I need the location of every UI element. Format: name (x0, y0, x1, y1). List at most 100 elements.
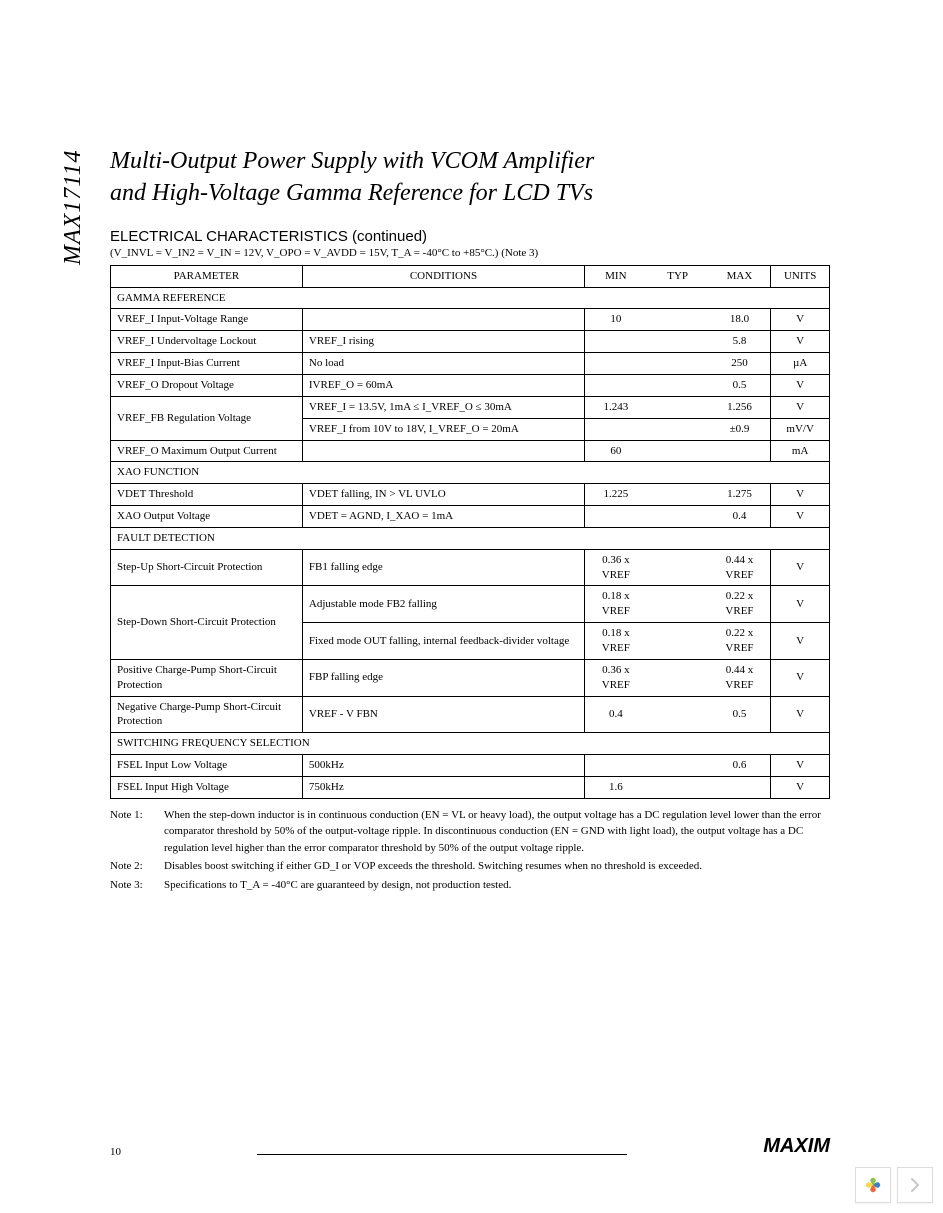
cell-min: 0.36 x VREF (585, 549, 647, 586)
note-text: When the step-down inductor is in contin… (164, 807, 830, 857)
cell-param: VREF_I Input-Bias Current (111, 353, 303, 375)
page-number: 10 (110, 1146, 121, 1158)
cell-param: VREF_O Maximum Output Current (111, 440, 303, 462)
table-row: VREF_FB Regulation Voltage VREF_I = 13.5… (111, 396, 830, 418)
col-min: MIN (585, 265, 647, 287)
cell-max: 0.44 x VREF (709, 549, 771, 586)
cell-cond: VREF - V FBN (302, 696, 584, 733)
cell-max: 1.275 (709, 484, 771, 506)
cell-typ (647, 331, 709, 353)
cell-min (585, 353, 647, 375)
cell-cond (302, 309, 584, 331)
note-3: Note 3: Specifications to T_A = -40°C ar… (110, 877, 830, 894)
cell-unit: V (771, 506, 830, 528)
table-row: FSEL Input Low Voltage 500kHz 0.6 V (111, 755, 830, 777)
cell-max: 0.22 x VREF (709, 586, 771, 623)
cell-cond: FBP falling edge (302, 659, 584, 696)
cell-typ (647, 549, 709, 586)
cell-typ (647, 659, 709, 696)
cell-cond: IVREF_O = 60mA (302, 375, 584, 397)
table-row: VREF_I Undervoltage Lockout VREF_I risin… (111, 331, 830, 353)
cell-unit: V (771, 331, 830, 353)
cell-typ (647, 484, 709, 506)
cell-typ (647, 440, 709, 462)
note-label: Note 3: (110, 877, 164, 894)
cell-min (585, 418, 647, 440)
cell-typ (647, 375, 709, 397)
pinwheel-button[interactable] (855, 1167, 891, 1203)
cell-param: VREF_I Input-Voltage Range (111, 309, 303, 331)
cell-min: 1.6 (585, 776, 647, 798)
title-line-1: Multi-Output Power Supply with VCOM Ampl… (110, 148, 594, 174)
cell-min: 10 (585, 309, 647, 331)
part-number-sidebar: MAX17114 (60, 149, 87, 265)
cell-unit: V (771, 755, 830, 777)
cell-param: VREF_FB Regulation Voltage (111, 396, 303, 440)
conditions-line: (V_INVL = V_IN2 = V_IN = 12V, V_OPO = V_… (110, 247, 830, 259)
cell-unit: V (771, 696, 830, 733)
page-footer: 10 MAXIM (110, 1135, 830, 1158)
cell-cond: 500kHz (302, 755, 584, 777)
next-page-button[interactable] (897, 1167, 933, 1203)
cell-typ (647, 586, 709, 623)
footer-rule (257, 1154, 627, 1155)
table-row: VREF_O Dropout Voltage IVREF_O = 60mA 0.… (111, 375, 830, 397)
note-label: Note 1: (110, 807, 164, 857)
section-xao: XAO FUNCTION (111, 462, 830, 484)
cell-min (585, 375, 647, 397)
cell-cond: No load (302, 353, 584, 375)
cell-typ (647, 776, 709, 798)
cell-min: 0.4 (585, 696, 647, 733)
cell-typ (647, 396, 709, 418)
cell-unit: V (771, 623, 830, 660)
cell-min: 0.36 x VREF (585, 659, 647, 696)
cell-typ (647, 353, 709, 375)
cell-typ (647, 623, 709, 660)
cell-unit: V (771, 776, 830, 798)
cell-cond: Fixed mode OUT falling, internal feedbac… (302, 623, 584, 660)
cell-param: Negative Charge-Pump Short-Circuit Prote… (111, 696, 303, 733)
pinwheel-icon (862, 1174, 884, 1196)
cell-unit: V (771, 549, 830, 586)
table-row: Step-Down Short-Circuit Protection Adjus… (111, 586, 830, 623)
cell-param: Step-Up Short-Circuit Protection (111, 549, 303, 586)
section-header: ELECTRICAL CHARACTERISTICS (continued) (110, 228, 830, 245)
cell-unit: V (771, 586, 830, 623)
col-conditions: CONDITIONS (302, 265, 584, 287)
chevron-right-icon (910, 1178, 920, 1192)
note-label: Note 2: (110, 858, 164, 875)
cell-min: 0.18 x VREF (585, 586, 647, 623)
cell-unit: µA (771, 353, 830, 375)
cell-param: FSEL Input High Voltage (111, 776, 303, 798)
cell-min: 1.243 (585, 396, 647, 418)
section-title: ELECTRICAL CHARACTERISTICS (110, 228, 348, 245)
col-typ: TYP (647, 265, 709, 287)
cell-max: ±0.9 (709, 418, 771, 440)
cell-cond: VDET falling, IN > VL UVLO (302, 484, 584, 506)
table-row: VREF_O Maximum Output Current 60 mA (111, 440, 830, 462)
table-row: VREF_I Input-Voltage Range 10 18.0 V (111, 309, 830, 331)
cell-cond: FB1 falling edge (302, 549, 584, 586)
table-row: VDET Threshold VDET falling, IN > VL UVL… (111, 484, 830, 506)
cell-max: 1.256 (709, 396, 771, 418)
table-row: VREF_I Input-Bias Current No load 250 µA (111, 353, 830, 375)
cell-cond: VREF_I rising (302, 331, 584, 353)
col-parameter: PARAMETER (111, 265, 303, 287)
note-2: Note 2: Disables boost switching if eith… (110, 858, 830, 875)
note-1: Note 1: When the step-down inductor is i… (110, 807, 830, 857)
cell-min: 60 (585, 440, 647, 462)
col-max: MAX (709, 265, 771, 287)
table-header-row: PARAMETER CONDITIONS MIN TYP MAX UNITS (111, 265, 830, 287)
cell-typ (647, 309, 709, 331)
document-title: Multi-Output Power Supply with VCOM Ampl… (110, 145, 830, 210)
cell-max: 0.44 x VREF (709, 659, 771, 696)
cell-max: 0.4 (709, 506, 771, 528)
cell-max (709, 776, 771, 798)
cell-typ (647, 755, 709, 777)
cell-min (585, 755, 647, 777)
maxim-logo: MAXIM (763, 1135, 830, 1158)
cell-param: VDET Threshold (111, 484, 303, 506)
cell-unit: mA (771, 440, 830, 462)
cell-unit: V (771, 396, 830, 418)
cell-param: VREF_O Dropout Voltage (111, 375, 303, 397)
